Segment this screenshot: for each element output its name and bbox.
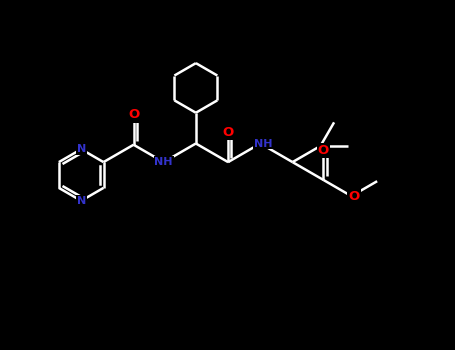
Text: N: N (76, 144, 86, 154)
Text: N: N (76, 196, 86, 206)
Text: NH: NH (154, 157, 173, 167)
Text: NH: NH (253, 139, 272, 148)
Text: O: O (318, 144, 329, 157)
Text: O: O (348, 190, 359, 203)
Text: O: O (222, 126, 234, 139)
Text: O: O (128, 108, 139, 121)
